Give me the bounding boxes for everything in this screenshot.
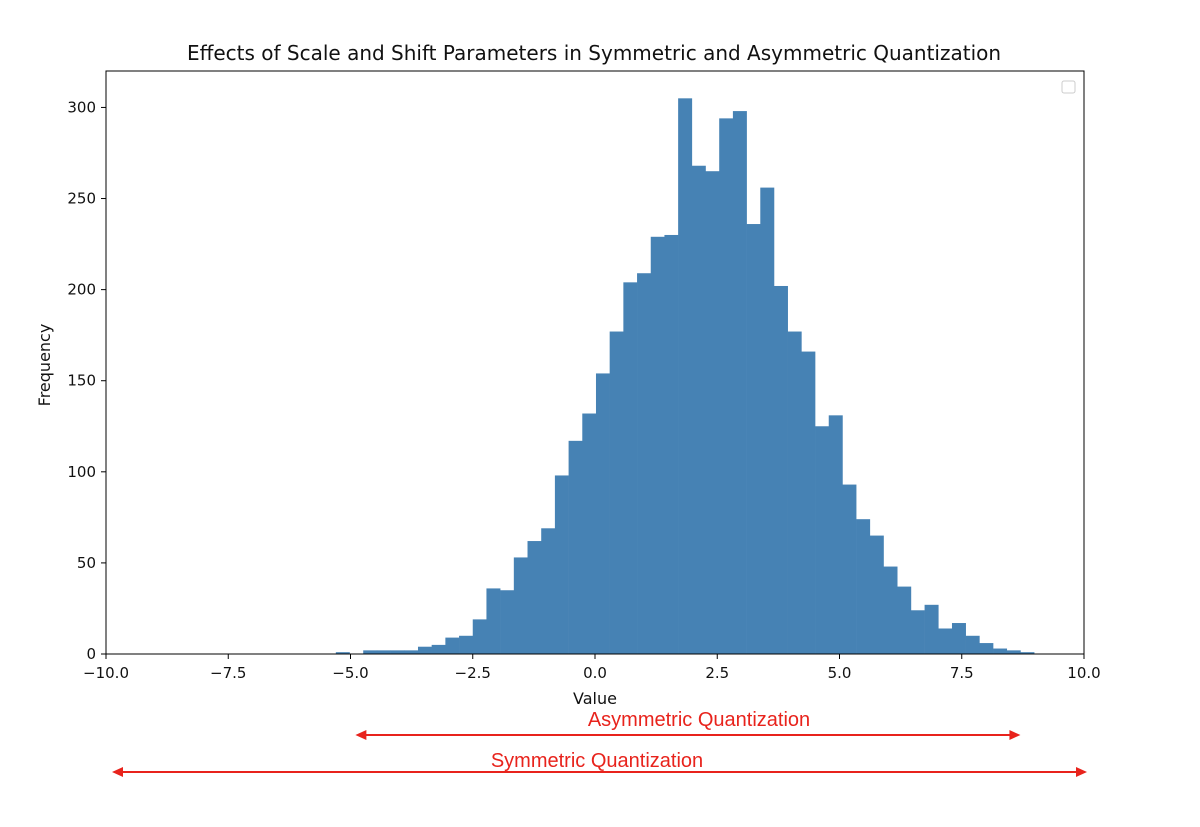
y-tick-label: 300	[67, 98, 96, 116]
histogram-bar	[404, 650, 419, 654]
histogram-bar	[965, 635, 980, 654]
arrow-left-head	[112, 767, 123, 777]
histogram-bar	[554, 475, 569, 654]
arrow-right-head	[1009, 730, 1021, 740]
histogram-bar	[637, 273, 652, 654]
histogram-bar	[678, 98, 693, 654]
histogram-bar	[746, 224, 761, 654]
y-tick-label: 50	[77, 554, 96, 572]
histogram-bar	[897, 586, 912, 654]
histogram-bar	[883, 566, 898, 654]
histogram-bar	[595, 373, 610, 654]
histogram-bar	[541, 528, 556, 654]
x-axis-ticks: −10.0 −7.5 −5.0 −2.5 0.0 2.5 5.0 7.5 10.0	[83, 654, 1101, 682]
histogram-bar	[705, 171, 720, 654]
histogram-bar	[335, 652, 350, 654]
x-tick-label: 5.0	[828, 664, 852, 682]
plot-frame	[105, 70, 1085, 655]
histogram-bar	[979, 643, 994, 654]
y-tick-label: 0	[86, 645, 96, 663]
y-tick-label: 250	[67, 190, 96, 208]
annotation-label: Symmetric Quantization	[491, 750, 703, 772]
arrow-left-head	[355, 730, 367, 740]
histogram-bar	[801, 351, 816, 654]
x-tick-label: 10.0	[1067, 664, 1100, 682]
x-tick-label: −7.5	[210, 664, 246, 682]
histogram-bar	[664, 234, 679, 654]
histogram-bar	[431, 644, 446, 654]
histogram-bar	[910, 610, 925, 654]
histogram-bar	[376, 650, 391, 654]
histogram-bar	[363, 650, 378, 654]
legend-box	[1061, 80, 1076, 94]
histogram-bar	[650, 236, 665, 654]
histogram-bar	[993, 648, 1008, 654]
histogram-bar	[513, 557, 528, 654]
x-tick-label: 0.0	[583, 664, 607, 682]
x-axis-label: Value	[573, 689, 617, 708]
histogram-bar	[1020, 652, 1035, 654]
x-tick-label: −10.0	[83, 664, 129, 682]
histogram-bar	[773, 285, 788, 654]
histogram-bar	[691, 165, 706, 655]
histogram-bar	[582, 413, 597, 654]
annotations-group: Asymmetric Quantization Symmetric Quantiz…	[112, 709, 1087, 777]
histogram-bar	[568, 440, 583, 654]
histogram-bar	[938, 628, 953, 654]
annotation-label: Asymmetric Quantization	[588, 709, 810, 731]
histogram-bar	[924, 604, 939, 654]
x-tick-label: −2.5	[455, 664, 491, 682]
y-tick-label: 200	[67, 281, 96, 299]
histogram-bar	[486, 588, 501, 654]
y-tick-label: 100	[67, 463, 96, 481]
bars-group	[335, 98, 1035, 655]
y-axis-ticks: 0 50 100 150 200 250 300	[67, 98, 106, 663]
histogram-bar	[527, 541, 542, 654]
histogram-bar	[609, 331, 624, 654]
histogram-bar	[1006, 650, 1021, 654]
histogram-bar	[951, 623, 966, 654]
histogram-bar	[869, 535, 884, 654]
x-tick-label: 2.5	[705, 664, 729, 682]
x-tick-label: −5.0	[332, 664, 368, 682]
chart-title: Effects of Scale and Shift Parameters in…	[187, 41, 1001, 65]
histogram-bar	[760, 187, 775, 654]
y-axis-label: Frequency	[35, 324, 54, 407]
histogram-bar	[787, 331, 802, 654]
histogram-bar	[390, 650, 405, 654]
histogram-bar	[815, 426, 830, 654]
histogram-bar	[417, 646, 432, 654]
histogram-bar	[472, 619, 487, 654]
histogram-bar	[623, 282, 638, 654]
x-tick-label: 7.5	[950, 664, 974, 682]
histogram-bar	[732, 111, 747, 655]
arrow-right-head	[1076, 767, 1087, 777]
histogram-bar	[500, 590, 515, 654]
histogram-bar	[856, 519, 871, 654]
histogram-bar	[445, 637, 460, 654]
histogram-bar	[719, 118, 734, 654]
histogram-bar	[842, 484, 857, 654]
histogram-bar	[828, 415, 843, 654]
y-tick-label: 150	[67, 372, 96, 390]
histogram-bar	[459, 635, 474, 654]
